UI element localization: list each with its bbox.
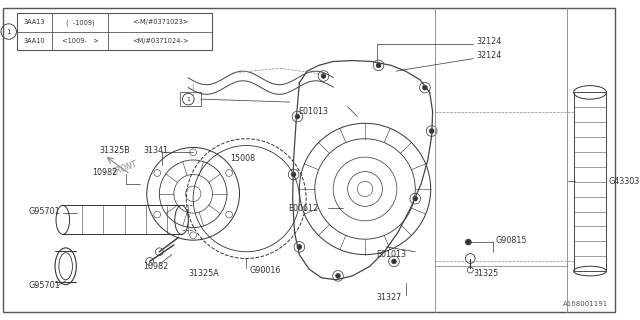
Text: 31325A: 31325A (188, 269, 219, 278)
Text: 10982: 10982 (143, 262, 168, 271)
Circle shape (429, 129, 434, 133)
Circle shape (422, 85, 428, 90)
Text: G90815: G90815 (495, 236, 527, 245)
Circle shape (376, 63, 381, 68)
Text: G95701: G95701 (29, 281, 61, 290)
Text: 1: 1 (186, 97, 190, 102)
Bar (180, 92, 201, 106)
Text: G43303: G43303 (609, 177, 639, 186)
Text: (  -1009): ( -1009) (66, 19, 95, 26)
Circle shape (321, 74, 326, 78)
Circle shape (465, 239, 471, 245)
Text: FRONT: FRONT (112, 159, 140, 176)
Text: <1009-   >: <1009- > (62, 38, 99, 44)
Circle shape (295, 114, 300, 119)
Circle shape (335, 274, 340, 278)
Text: <-M/#0371023>: <-M/#0371023> (132, 20, 189, 25)
Text: 31327: 31327 (376, 292, 402, 302)
Text: E01013: E01013 (376, 250, 406, 259)
Text: <M/#0371024->: <M/#0371024-> (132, 38, 189, 44)
Bar (17, 13, 212, 50)
Text: 15008: 15008 (230, 154, 255, 163)
Circle shape (291, 172, 296, 177)
Text: 1: 1 (6, 28, 11, 35)
Text: 10982: 10982 (92, 168, 117, 177)
Text: 31325B: 31325B (99, 146, 130, 155)
Text: 3AA13: 3AA13 (24, 20, 45, 25)
Bar (573, 92, 607, 271)
Text: 32124: 32124 (476, 51, 501, 60)
Text: 32124: 32124 (476, 37, 501, 46)
Text: G90016: G90016 (249, 266, 280, 275)
Circle shape (297, 244, 302, 249)
Text: 31341: 31341 (143, 146, 168, 155)
Text: A168001191: A168001191 (563, 301, 609, 307)
Text: 3AA10: 3AA10 (24, 38, 45, 44)
Text: E01013: E01013 (298, 107, 328, 116)
Text: 31325: 31325 (473, 269, 499, 278)
Circle shape (413, 196, 418, 201)
Text: E00612: E00612 (289, 204, 319, 213)
Circle shape (392, 259, 396, 264)
Text: G95701: G95701 (29, 207, 61, 216)
